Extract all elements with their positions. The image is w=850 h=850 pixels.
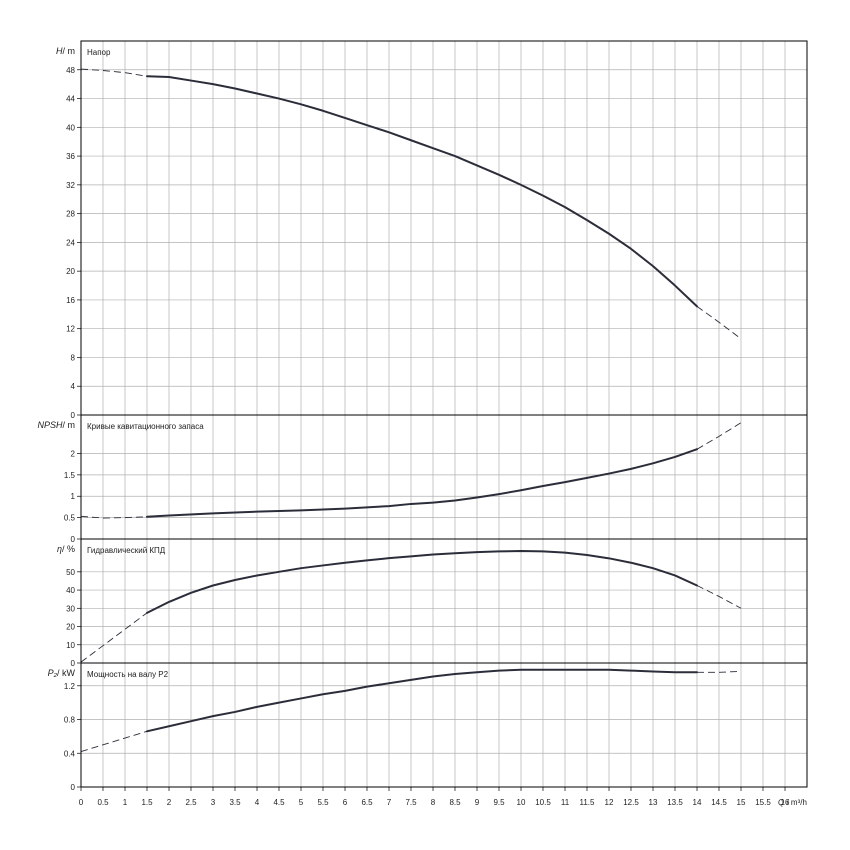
eta-y-axis-name: η [57, 544, 62, 554]
head-y-tick-label: 8 [71, 353, 76, 362]
curve-layer [80, 68, 742, 753]
p2-y-tick-label: 0.4 [64, 749, 76, 758]
eta-y-axis-unit: / % [62, 544, 75, 554]
head-y-tick-label: 48 [66, 66, 75, 75]
x-tick-label: 15.5 [755, 798, 771, 807]
head-y-tick-label: 0 [71, 411, 76, 420]
p2-curve-end-dashed [697, 670, 742, 673]
head-curve-start-dashed [80, 68, 148, 77]
head-y-tick-label: 12 [66, 325, 75, 334]
x-tick-label: 8.5 [449, 798, 461, 807]
npsh-y-axis-label: NPSH/ m [37, 420, 75, 430]
x-tick-label: 3.5 [229, 798, 241, 807]
p2-y-axis-name: P₂ [48, 668, 58, 678]
npsh-y-tick-label: 2 [71, 449, 76, 458]
head-y-tick-label: 24 [66, 238, 75, 247]
p2-y-axis-label: P₂/ kW [48, 668, 76, 678]
eta-y-tick-label: 30 [66, 604, 75, 613]
x-tick-label: 12.5 [623, 798, 639, 807]
head-y-tick-label: 36 [66, 152, 75, 161]
eta-y-tick-label: 50 [66, 568, 75, 577]
x-tick-label: 5 [299, 798, 304, 807]
x-tick-label: 10 [517, 798, 526, 807]
x-tick-label: 2 [167, 798, 172, 807]
x-tick-label: 9 [475, 798, 480, 807]
p2-panel-title: Мощность на валу P2 [87, 670, 169, 679]
npsh-y-axis-name: NPSH [37, 420, 63, 430]
x-axis-label: Q / m³/h [778, 798, 807, 807]
x-axis-unit: / m³/h [784, 798, 807, 807]
npsh-y-tick-label: 1.5 [64, 471, 76, 480]
head-y-axis-label: H/ m [56, 46, 75, 56]
eta-y-tick-label: 20 [66, 623, 75, 632]
eta-y-tick-label: 40 [66, 586, 75, 595]
head-y-tick-label: 40 [66, 123, 75, 132]
x-tick-label: 0.5 [97, 798, 109, 807]
x-tick-label: 13.5 [667, 798, 683, 807]
plot-frame [80, 40, 808, 788]
npsh-curve-end-dashed [696, 422, 742, 450]
x-tick-label: 7 [387, 798, 392, 807]
head-panel-title: Напор [87, 48, 111, 57]
npsh-y-tick-label: 1 [71, 492, 76, 501]
head-y-tick-label: 20 [66, 267, 75, 276]
x-tick-label: 12 [605, 798, 614, 807]
eta-y-tick-label: 10 [66, 641, 75, 650]
x-axis-name: Q [778, 798, 784, 807]
eta-curve-end-dashed [696, 585, 742, 609]
head-y-tick-label: 44 [66, 95, 75, 104]
x-tick-label: 4 [255, 798, 260, 807]
p2-y-tick-label: 1.2 [64, 682, 76, 691]
x-tick-label: 1.5 [141, 798, 153, 807]
head-y-axis-name: H [56, 46, 63, 56]
p2-curve [146, 668, 698, 733]
eta-y-tick-label: 0 [71, 659, 76, 668]
x-tick-label: 3 [211, 798, 216, 807]
x-tick-label: 15 [737, 798, 746, 807]
head-y-tick-label: 16 [66, 296, 75, 305]
npsh-y-tick-label: 0.5 [64, 514, 76, 523]
x-tick-label: 11 [561, 798, 570, 807]
npsh-curve [146, 448, 698, 518]
npsh-panel-title: Кривые кавитационного запаса [87, 422, 204, 431]
x-tick-label: 16 [781, 798, 790, 807]
x-tick-label: 14 [693, 798, 702, 807]
x-tick-label: 6 [343, 798, 348, 807]
x-tick-label: 5.5 [317, 798, 329, 807]
head-y-tick-label: 28 [66, 210, 75, 219]
p2-y-tick-label: 0 [71, 783, 76, 792]
x-tick-label: 7.5 [405, 798, 417, 807]
npsh-y-axis-unit: / m [63, 420, 76, 430]
head-y-tick-label: 4 [71, 382, 76, 391]
x-tick-label: 4.5 [273, 798, 285, 807]
x-tick-label: 6.5 [361, 798, 373, 807]
head-curve-end-dashed [696, 306, 742, 340]
x-tick-label: 10.5 [535, 798, 551, 807]
p2-curve-start-dashed [80, 730, 148, 753]
p2-y-tick-label: 0.8 [64, 716, 76, 725]
x-tick-label: 13 [649, 798, 658, 807]
x-tick-label: 11.5 [580, 798, 596, 807]
eta-panel-title: Гидравлический КПД [87, 546, 166, 555]
text-layer: 0 0.5 1 1.5 2 2.5 3 3.5 4 4.5 5 5.5 6 6.5 7 7.5 8 8.5 9 9.5… [37, 46, 806, 807]
x-tick-label: 14.5 [711, 798, 727, 807]
x-tick-label: 8 [431, 798, 436, 807]
x-tick-label: 9.5 [493, 798, 505, 807]
eta-curve [146, 550, 698, 614]
eta-y-axis-label: η/ % [57, 544, 75, 554]
head-y-axis-unit: / m [63, 46, 76, 56]
head-curve [146, 75, 698, 308]
x-tick-label: 1 [123, 798, 128, 807]
eta-curve-start-dashed [80, 612, 148, 663]
frame-layer [77, 40, 808, 791]
p2-y-axis-unit: / kW [57, 668, 76, 678]
x-tick-label: 0 [79, 798, 84, 807]
npsh-y-tick-label: 0 [71, 535, 76, 544]
head-y-tick-label: 32 [66, 181, 75, 190]
x-tick-label: 2.5 [185, 798, 197, 807]
npsh-curve-start-dashed [80, 515, 148, 519]
